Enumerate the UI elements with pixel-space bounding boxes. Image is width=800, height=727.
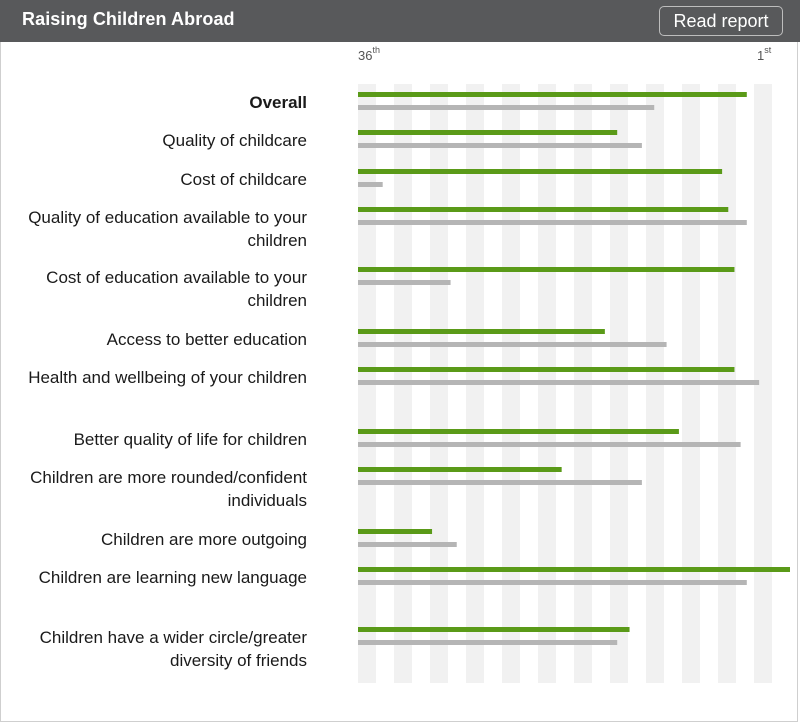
bar-average [358, 143, 642, 148]
category-label: Quality of education available to your c… [28, 208, 307, 250]
bar-average [358, 342, 667, 347]
category-label: Health and wellbeing of your children [28, 368, 307, 387]
category-label: Better quality of life for children [73, 430, 307, 449]
axis-max-label: 1st [757, 45, 772, 63]
bar-average [358, 280, 451, 285]
bar-country [358, 567, 790, 572]
bar-country [358, 130, 618, 135]
category-label: Children have a wider circle/greater div… [39, 628, 307, 670]
category-label: Children are more outgoing [100, 530, 307, 549]
bar-average [358, 542, 457, 547]
bar-country [358, 429, 679, 434]
category-label: Overall [249, 93, 307, 112]
bar-country [358, 529, 433, 534]
bar-country [358, 207, 729, 212]
category-label: Children are more rounded/confident indi… [30, 468, 307, 510]
category-label: Quality of childcare [162, 131, 307, 150]
bar-average [358, 220, 747, 225]
bar-country [358, 169, 723, 174]
bar-country [358, 467, 562, 472]
bar-average [358, 580, 747, 585]
bar-country [358, 267, 735, 272]
category-label: Cost of childcare [180, 170, 307, 189]
bar-average [358, 182, 383, 187]
read-report-button[interactable]: Read report [659, 6, 783, 36]
bar-country [358, 627, 630, 632]
axis-min-label: 36th [358, 45, 380, 63]
category-label: Cost of education available to your chil… [46, 268, 307, 310]
category-label: Children are learning new language [38, 568, 307, 587]
category-label: Access to better education [106, 330, 307, 349]
bar-average [358, 442, 741, 447]
bar-average [358, 105, 655, 110]
grid-stripe [754, 84, 772, 683]
bar-country [358, 92, 747, 97]
bar-average [358, 640, 618, 645]
bar-country [358, 367, 735, 372]
bar-country [358, 329, 605, 334]
bar-average [358, 480, 642, 485]
header-bar: Raising Children Abroad Read report [0, 0, 800, 42]
bar-average [358, 380, 760, 385]
chart-title: Raising Children Abroad [22, 9, 235, 29]
